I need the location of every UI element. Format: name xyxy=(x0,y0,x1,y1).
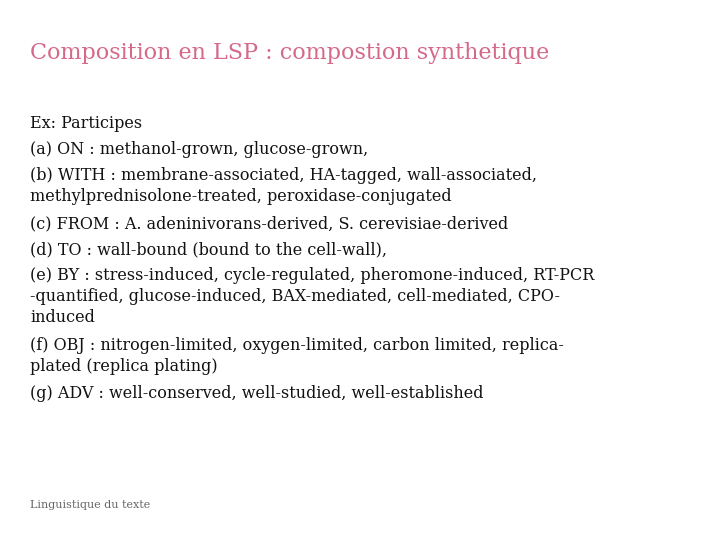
Text: (a) ON : methanol-grown, glucose-grown,: (a) ON : methanol-grown, glucose-grown, xyxy=(30,141,368,158)
Text: Ex: Participes: Ex: Participes xyxy=(30,115,142,132)
Text: (g) ADV : well-conserved, well-studied, well-established: (g) ADV : well-conserved, well-studied, … xyxy=(30,385,484,402)
Text: (f) OBJ : nitrogen-limited, oxygen-limited, carbon limited, replica-
plated (rep: (f) OBJ : nitrogen-limited, oxygen-limit… xyxy=(30,337,564,375)
Text: (c) FROM : A. adeninivorans-derived, S. cerevisiae-derived: (c) FROM : A. adeninivorans-derived, S. … xyxy=(30,215,508,232)
Text: (b) WITH : membrane-associated, HA-tagged, wall-associated,
methylprednisolone-t: (b) WITH : membrane-associated, HA-tagge… xyxy=(30,167,537,205)
Text: (e) BY : stress-induced, cycle-regulated, pheromone-induced, RT-PCR
-quantified,: (e) BY : stress-induced, cycle-regulated… xyxy=(30,267,595,326)
Text: Composition en LSP : compostion synthetique: Composition en LSP : compostion syntheti… xyxy=(30,42,549,64)
Text: Linguistique du texte: Linguistique du texte xyxy=(30,500,150,510)
Text: (d) TO : wall-bound (bound to the cell-wall),: (d) TO : wall-bound (bound to the cell-w… xyxy=(30,241,387,258)
